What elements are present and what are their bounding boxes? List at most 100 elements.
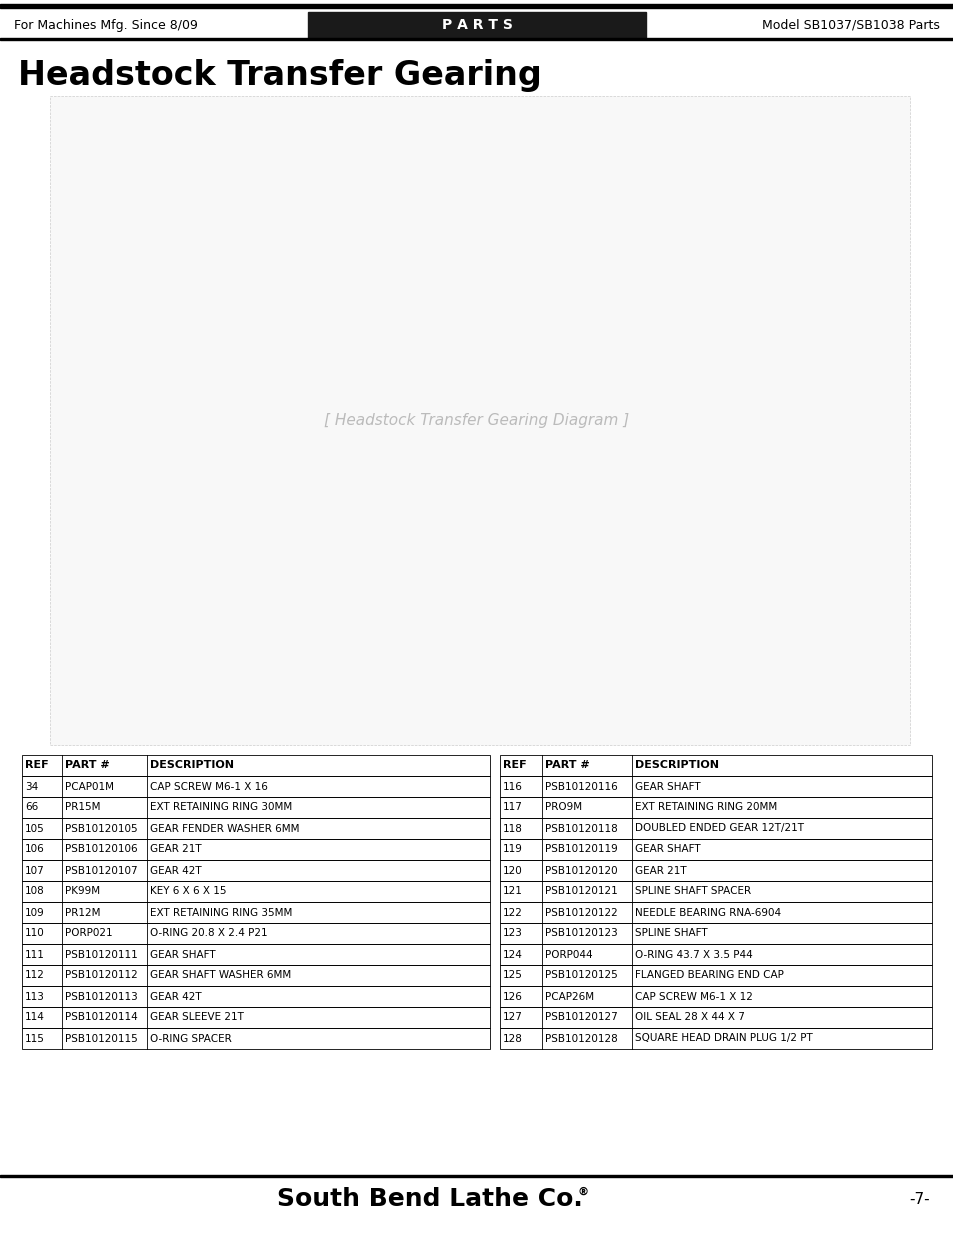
Bar <box>499 923 931 944</box>
Text: REF: REF <box>502 761 526 771</box>
Text: 125: 125 <box>502 971 522 981</box>
Bar <box>50 96 909 745</box>
Bar <box>499 818 931 839</box>
Text: PSB10120105: PSB10120105 <box>65 824 137 834</box>
Text: ®: ® <box>578 1187 589 1197</box>
Bar <box>22 965 490 986</box>
Text: DOUBLED ENDED GEAR 12T/21T: DOUBLED ENDED GEAR 12T/21T <box>635 824 803 834</box>
Text: PK99M: PK99M <box>65 887 100 897</box>
Text: 123: 123 <box>502 929 522 939</box>
Text: GEAR 21T: GEAR 21T <box>635 866 686 876</box>
Bar <box>0 38 953 40</box>
Bar <box>22 860 490 881</box>
Text: EXT RETAINING RING 20MM: EXT RETAINING RING 20MM <box>635 803 777 813</box>
Text: OIL SEAL 28 X 44 X 7: OIL SEAL 28 X 44 X 7 <box>635 1013 744 1023</box>
Text: 105: 105 <box>25 824 45 834</box>
Text: GEAR 42T: GEAR 42T <box>150 992 201 1002</box>
Text: Model SB1037/SB1038 Parts: Model SB1037/SB1038 Parts <box>761 19 939 32</box>
Text: O-RING 43.7 X 3.5 P44: O-RING 43.7 X 3.5 P44 <box>635 950 752 960</box>
Text: PSB10120107: PSB10120107 <box>65 866 137 876</box>
Bar <box>0 1174 953 1177</box>
Text: 115: 115 <box>25 1034 45 1044</box>
Text: PSB10120112: PSB10120112 <box>65 971 137 981</box>
Text: FLANGED BEARING END CAP: FLANGED BEARING END CAP <box>635 971 783 981</box>
Text: GEAR SHAFT WASHER 6MM: GEAR SHAFT WASHER 6MM <box>150 971 291 981</box>
Bar <box>22 923 490 944</box>
Bar <box>22 902 490 923</box>
Bar <box>22 1028 490 1049</box>
Text: PR12M: PR12M <box>65 908 100 918</box>
Text: SQUARE HEAD DRAIN PLUG 1/2 PT: SQUARE HEAD DRAIN PLUG 1/2 PT <box>635 1034 812 1044</box>
Text: GEAR SHAFT: GEAR SHAFT <box>635 782 700 792</box>
Text: 117: 117 <box>502 803 522 813</box>
Bar <box>499 1028 931 1049</box>
Text: 114: 114 <box>25 1013 45 1023</box>
Text: PCAP01M: PCAP01M <box>65 782 113 792</box>
Text: 120: 120 <box>502 866 522 876</box>
Text: PSB10120106: PSB10120106 <box>65 845 137 855</box>
Bar <box>22 839 490 860</box>
Bar <box>22 797 490 818</box>
Text: GEAR SLEEVE 21T: GEAR SLEEVE 21T <box>150 1013 244 1023</box>
Text: 110: 110 <box>25 929 45 939</box>
Text: PSB10120119: PSB10120119 <box>544 845 618 855</box>
Bar <box>0 4 953 7</box>
Text: EXT RETAINING RING 35MM: EXT RETAINING RING 35MM <box>150 908 292 918</box>
Text: PSB10120121: PSB10120121 <box>544 887 618 897</box>
Text: O-RING SPACER: O-RING SPACER <box>150 1034 232 1044</box>
Text: GEAR SHAFT: GEAR SHAFT <box>150 950 215 960</box>
Text: NEEDLE BEARING RNA-6904: NEEDLE BEARING RNA-6904 <box>635 908 781 918</box>
Text: -7-: -7- <box>908 1192 929 1207</box>
Text: PR15M: PR15M <box>65 803 100 813</box>
Text: PSB10120123: PSB10120123 <box>544 929 618 939</box>
Text: [ Headstock Transfer Gearing Diagram ]: [ Headstock Transfer Gearing Diagram ] <box>324 412 629 429</box>
Text: O-RING 20.8 X 2.4 P21: O-RING 20.8 X 2.4 P21 <box>150 929 268 939</box>
Text: 124: 124 <box>502 950 522 960</box>
Bar <box>499 986 931 1007</box>
Text: 106: 106 <box>25 845 45 855</box>
Bar <box>499 1007 931 1028</box>
Text: PSB10120125: PSB10120125 <box>544 971 618 981</box>
Text: PRO9M: PRO9M <box>544 803 581 813</box>
Text: 113: 113 <box>25 992 45 1002</box>
Text: 107: 107 <box>25 866 45 876</box>
Text: GEAR 42T: GEAR 42T <box>150 866 201 876</box>
Text: 34: 34 <box>25 782 38 792</box>
Text: PSB10120114: PSB10120114 <box>65 1013 137 1023</box>
Text: GEAR FENDER WASHER 6MM: GEAR FENDER WASHER 6MM <box>150 824 299 834</box>
Text: PSB10120116: PSB10120116 <box>544 782 618 792</box>
Bar <box>499 755 931 776</box>
Text: PSB10120118: PSB10120118 <box>544 824 618 834</box>
Text: PSB10120122: PSB10120122 <box>544 908 618 918</box>
Text: GEAR SHAFT: GEAR SHAFT <box>635 845 700 855</box>
Text: DESCRIPTION: DESCRIPTION <box>150 761 233 771</box>
Text: 116: 116 <box>502 782 522 792</box>
Text: PSB10120115: PSB10120115 <box>65 1034 137 1044</box>
Bar <box>22 944 490 965</box>
Text: 126: 126 <box>502 992 522 1002</box>
Bar <box>499 944 931 965</box>
Text: SPLINE SHAFT SPACER: SPLINE SHAFT SPACER <box>635 887 750 897</box>
Bar <box>499 776 931 797</box>
Bar <box>499 881 931 902</box>
Text: PSB10120128: PSB10120128 <box>544 1034 618 1044</box>
Text: 112: 112 <box>25 971 45 981</box>
Bar <box>22 1007 490 1028</box>
Text: 108: 108 <box>25 887 45 897</box>
Bar <box>22 755 490 776</box>
Text: 121: 121 <box>502 887 522 897</box>
Bar <box>499 797 931 818</box>
Text: PSB10120111: PSB10120111 <box>65 950 137 960</box>
Text: PSB10120113: PSB10120113 <box>65 992 137 1002</box>
Bar <box>22 776 490 797</box>
Text: GEAR 21T: GEAR 21T <box>150 845 201 855</box>
Text: 66: 66 <box>25 803 38 813</box>
Bar <box>22 986 490 1007</box>
Text: KEY 6 X 6 X 15: KEY 6 X 6 X 15 <box>150 887 226 897</box>
Text: South Bend Lathe Co.: South Bend Lathe Co. <box>276 1187 582 1212</box>
Text: Headstock Transfer Gearing: Headstock Transfer Gearing <box>18 59 541 93</box>
Text: PORP021: PORP021 <box>65 929 112 939</box>
Bar <box>499 839 931 860</box>
Text: PART #: PART # <box>65 761 110 771</box>
Text: REF: REF <box>25 761 49 771</box>
